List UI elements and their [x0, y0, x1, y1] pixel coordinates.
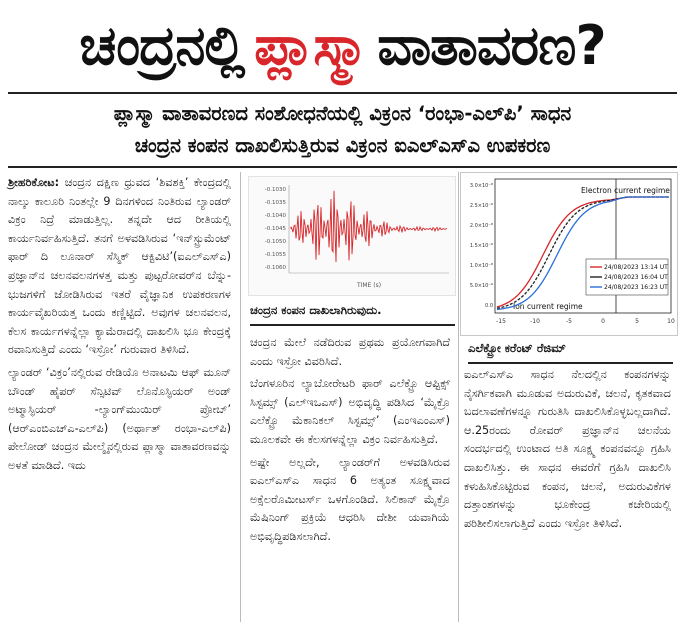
subheadline-divider — [8, 166, 677, 168]
iv-y-tick-label: 1.0×10⁻⁸ — [470, 263, 493, 269]
article-column-1: ಶ್ರೀಹರಿಕೋಟ: ಚಂದ್ರನ ದಕ್ಷಿಣ ಧ್ರುವದ ‘ಶಿವಶಕ್… — [8, 174, 231, 480]
iv-x-tick-label: 0 — [601, 318, 605, 325]
seismic-y-tick-label: -0.1055 — [265, 252, 287, 258]
seismic-y-tick-label: -0.1060 — [265, 265, 287, 271]
seismic-y-tick-label: -0.1030 — [265, 187, 287, 193]
iv-x-tick-label: -10 — [530, 318, 540, 325]
subheadline-line-1: ಪ್ಲಾಸ್ಮಾ ವಾತಾವರಣದ ಸಂಶೋಧನೆಯಲ್ಲಿ ವಿಕ್ರಂನ ‘… — [113, 102, 572, 125]
legend-label-3: 24/08/2023 16:23 UT — [604, 284, 668, 291]
iv-plot-frame — [494, 178, 672, 314]
iv-curve-3 — [496, 196, 669, 311]
iv-x-tick-label: 10 — [667, 318, 675, 325]
iv-y-tick-label: 1.5×10⁻⁸ — [470, 243, 493, 249]
iv-x-tick-label: -15 — [496, 318, 506, 325]
headline-part-2: ಪ್ಲಾಸ್ಮಾ — [254, 14, 368, 77]
seismic-y-tick-label: -0.1035 — [265, 200, 287, 206]
seismic-y-tick-label: -0.1045 — [265, 226, 287, 232]
seismic-trace — [290, 190, 448, 263]
seismic-x-label: TIME (s) — [356, 282, 381, 289]
column-divider-2 — [458, 172, 459, 622]
article-column-3: ಐಎಲ್‌ಎಸ್‌ಎ ಸಾಧನ ನೆಲದಲ್ಲಿನ ಕಂಪನಗಳನ್ನು ನೈಸ… — [464, 366, 671, 537]
legend-label-1: 24/08/2023 13:14 UT — [604, 264, 668, 271]
seismic-plot-svg: -0.1030 -0.1035 -0.1040 -0.1045 -0.1050 -0.10… — [265, 185, 449, 289]
seismic-y-tick-label: -0.1050 — [265, 239, 287, 245]
iv-bottom-label: Ion current regime — [513, 302, 583, 311]
article-paragraph-3: ಚಂದ್ರನ ಮೇಲೆ ನಡೆದಿರುವ ಪ್ರಥಮ ಪ್ರಯೋಗವಾಗಿದೆ … — [250, 336, 450, 368]
headline-part-1: ಚಂದ್ರನಲ್ಲಿ — [79, 14, 245, 77]
iv-title: Electron current regime — [581, 186, 670, 195]
column-divider-1 — [240, 172, 241, 622]
headline: ಚಂದ್ರನಲ್ಲಿ ಪ್ಲಾಸ್ಮಾ ವಾತಾವರಣ? — [0, 0, 685, 92]
dateline: ಶ್ರೀಹರಿಕೋಟ: — [8, 176, 60, 189]
figure-caption-iv: ಎಲೆಕ್ಟ್ರೋ ಕರೆಂಟ್ ರೆಜಿಮ್ — [468, 340, 673, 364]
iv-curves — [496, 196, 669, 311]
headline-divider — [8, 92, 677, 94]
seismic-y-ticks: -0.1030 -0.1035 -0.1040 -0.1045 -0.1050 -0.10… — [265, 187, 287, 271]
iv-curve-svg: 3.0×10⁻⁸ 2.5×10⁻⁸ 2.0×10⁻⁸ 1.5×10⁻⁸ 1.0×10⁻⁸… — [470, 178, 675, 325]
article-paragraph-2: ಲ್ಯಾಂಡರ್ ‘ವಿಕ್ರಂ’ನಲ್ಲಿರುವ ರೇಡಿಯೊ ಅನಾಟಮಿ … — [8, 365, 231, 472]
legend-label-2: 24/08/2023 16:04 UT — [604, 274, 668, 281]
article-paragraph-4: ಬೆಂಗಳೂರಿನ ಲ್ಯಾಬೋರೇಟರಿ ಫಾರ್ ಎಲೆಕ್ಟ್ರೊ ಆಪ್… — [250, 377, 450, 446]
iv-curve-plot: 3.0×10⁻⁸ 2.5×10⁻⁸ 2.0×10⁻⁸ 1.5×10⁻⁸ 1.0×10⁻⁸… — [460, 172, 678, 336]
iv-x-tick-label: -5 — [566, 318, 572, 325]
headline-part-3: ವಾತಾವರಣ? — [377, 14, 606, 77]
article-paragraph-1: ಶ್ರೀಹರಿಕೋಟ: ಚಂದ್ರನ ದಕ್ಷಿಣ ಧ್ರುವದ ‘ಶಿವಶಕ್… — [8, 174, 231, 360]
iv-legend: 24/08/2023 13:14 UT 24/08/2023 16:04 UT … — [585, 258, 669, 296]
article-column-2: ಚಂದ್ರನ ಮೇಲೆ ನಡೆದಿರುವ ಪ್ರಥಮ ಪ್ರಯೋಗವಾಗಿದೆ … — [250, 334, 450, 551]
figure-caption-seismic: ಚಂದ್ರನ ಕಂಪನ ದಾಖಲಾಗಿರುವುದು. — [250, 302, 455, 326]
subheadline: ಪ್ಲಾಸ್ಮಾ ವಾತಾವರಣದ ಸಂಶೋಧನೆಯಲ್ಲಿ ವಿಕ್ರಂನ ‘… — [0, 98, 685, 162]
iv-y-tick-label: 2.5×10⁻⁸ — [470, 203, 493, 209]
iv-y-tick-label: 3.0×10⁻⁸ — [470, 183, 493, 189]
article-paragraph-5: ಅಷ್ಟೇ ಅಲ್ಲದೇ, ಲ್ಯಾಂಡರ್‌ಗೆ ಅಳವಡಿಸಿರುವ ಐಎಲ… — [250, 455, 450, 543]
article-paragraph-1-text: ಚಂದ್ರನ ದಕ್ಷಿಣ ಧ್ರುವದ ‘ಶಿವಶಕ್ತಿ’ ಕೇಂದ್ರದಲ… — [8, 176, 231, 357]
iv-x-ticks: -15 -10 -5 0 5 10 — [496, 318, 675, 325]
iv-y-tick-label: 0.0 — [485, 303, 493, 309]
subheadline-line-2: ಚಂದ್ರನ ಕಂಪನ ದಾಖಲಿಸುತ್ತಿರುವ ವಿಕ್ರಂನ ಐಎಲ್‌… — [134, 134, 551, 157]
seismic-y-tick-label: -0.1040 — [265, 213, 287, 219]
iv-y-ticks: 3.0×10⁻⁸ 2.5×10⁻⁸ 2.0×10⁻⁸ 1.5×10⁻⁸ 1.0×10⁻⁸… — [470, 183, 493, 309]
iv-y-tick-label: 2.0×10⁻⁸ — [470, 223, 493, 229]
article-paragraph-6: ಐಎಲ್‌ಎಸ್‌ಎ ಸಾಧನ ನೆಲದಲ್ಲಿನ ಕಂಪನಗಳನ್ನು ನೈಸ… — [464, 368, 671, 530]
iv-y-tick-label: 5.0×10⁻⁹ — [470, 283, 493, 289]
iv-x-tick-label: 5 — [635, 318, 639, 325]
seismic-plot: -0.1030 -0.1035 -0.1040 -0.1045 -0.1050 -0.10… — [248, 176, 456, 296]
